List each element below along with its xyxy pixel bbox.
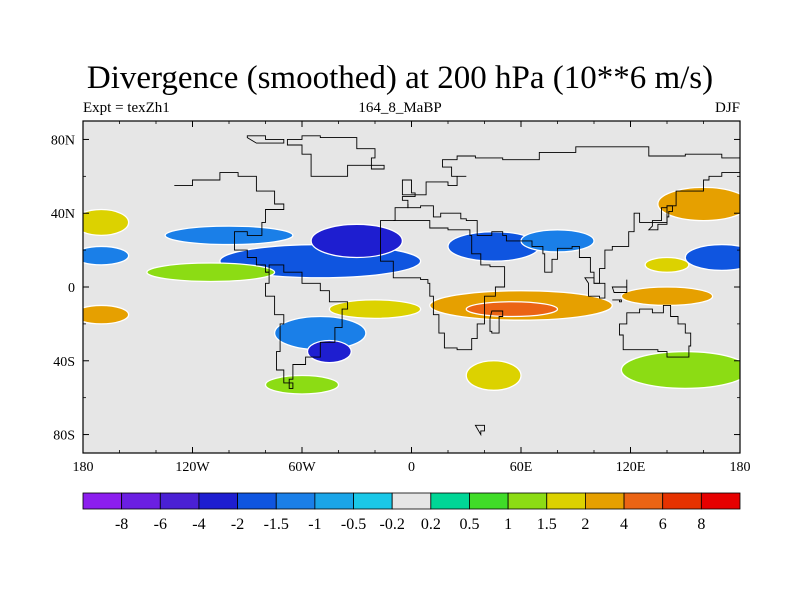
divergence-contour bbox=[657, 186, 740, 222]
colorbar: -8 -6 -4 -2 -1.5 -1 -0.5 -0.2 0.2 0.5 1 1.5 2 4 6 8 bbox=[82, 492, 741, 533]
divergence-contour bbox=[328, 299, 422, 320]
colorbar-label: -2 bbox=[231, 516, 244, 533]
divergence-contour bbox=[620, 350, 740, 390]
colorbar-box bbox=[121, 492, 161, 510]
y-tick-label: 0 bbox=[68, 281, 75, 296]
x-tick-label: 60W bbox=[288, 460, 316, 475]
coastline bbox=[474, 424, 485, 437]
y-tick-label: 40S bbox=[53, 355, 75, 370]
colorbar-box bbox=[159, 492, 200, 510]
colorbar-label: -1 bbox=[308, 516, 321, 533]
x-tick-label: 180 bbox=[73, 460, 94, 475]
colorbar-label: 8 bbox=[697, 516, 705, 533]
colorbar-box bbox=[353, 492, 393, 510]
divergence-contour bbox=[146, 262, 276, 283]
divergence-contour bbox=[83, 304, 130, 325]
colorbar-label: 0.2 bbox=[421, 516, 441, 533]
colorbar-label: 1.5 bbox=[537, 516, 557, 533]
divergence-contour bbox=[83, 245, 130, 266]
colorbar-label: -8 bbox=[115, 516, 128, 533]
colorbar-box bbox=[82, 492, 123, 510]
divergence-contour bbox=[644, 256, 690, 273]
season-label: DJF bbox=[714, 100, 740, 116]
colorbar-label: 1 bbox=[504, 516, 512, 533]
divergence-contour bbox=[264, 374, 340, 395]
colorbar-box bbox=[546, 492, 586, 510]
coastline bbox=[611, 279, 628, 293]
divergence-contour bbox=[684, 243, 740, 272]
coastline bbox=[174, 172, 285, 273]
colorbar-label: -1.5 bbox=[264, 516, 289, 533]
coastline bbox=[584, 277, 606, 299]
colorbar-box bbox=[391, 492, 432, 510]
colorbar-box bbox=[662, 492, 702, 510]
coastline bbox=[647, 205, 673, 231]
divergence-contour bbox=[620, 286, 714, 307]
colorbar-box bbox=[237, 492, 277, 510]
colorbar-box bbox=[275, 492, 316, 510]
period-label: 164_8_MaBP bbox=[358, 100, 442, 116]
colorbar-box bbox=[198, 492, 238, 510]
divergence-contour bbox=[83, 208, 130, 237]
coastline bbox=[246, 135, 285, 144]
x-tick-label: 180 bbox=[730, 460, 751, 475]
axes: 180 120W 60W 0 60E 120E 180 80N 40N 0 40S 80S bbox=[51, 121, 751, 475]
colorbar-label: 2 bbox=[581, 516, 589, 533]
coastline bbox=[612, 299, 622, 303]
colorbar-label: 4 bbox=[620, 516, 628, 533]
coastline bbox=[489, 310, 504, 334]
divergence-contour bbox=[164, 225, 294, 246]
colorbar-label: 6 bbox=[659, 516, 667, 533]
x-tick-label: 60E bbox=[510, 460, 533, 475]
coastline bbox=[401, 179, 416, 196]
colorbar-label: -0.2 bbox=[380, 516, 405, 533]
y-tick-label: 80S bbox=[53, 429, 75, 444]
experiment-label: Expt = texZh1 bbox=[83, 100, 170, 116]
colorbar-box bbox=[314, 492, 354, 510]
map-background bbox=[83, 121, 740, 453]
coastline bbox=[286, 135, 376, 177]
divergence-contour bbox=[465, 360, 522, 391]
colorbar-label: -0.5 bbox=[341, 516, 366, 533]
y-tick-label: 40N bbox=[51, 207, 75, 222]
divergence-contour bbox=[310, 223, 404, 259]
x-tick-label: 120W bbox=[175, 460, 210, 475]
divergence-contour bbox=[306, 339, 352, 364]
coastline bbox=[265, 264, 349, 389]
coastline bbox=[619, 304, 692, 358]
colorbar-box bbox=[430, 492, 470, 510]
colorbar-box bbox=[507, 492, 548, 510]
coastline bbox=[380, 220, 506, 351]
y-tick-label: 80N bbox=[51, 133, 75, 148]
coastline-layer bbox=[174, 135, 740, 437]
colorbar-label: -6 bbox=[154, 516, 167, 533]
colorbar-box bbox=[469, 492, 509, 510]
colorbar-label: 0.5 bbox=[459, 516, 479, 533]
colorbar-box bbox=[585, 492, 625, 510]
x-tick-label: 0 bbox=[408, 460, 415, 475]
plot-title: Divergence (smoothed) at 200 hPa (10**6 … bbox=[86, 60, 714, 96]
coastline bbox=[370, 164, 385, 170]
colorbar-box bbox=[700, 492, 741, 510]
map-layer bbox=[83, 121, 740, 453]
divergence-contour bbox=[465, 301, 559, 318]
coastline bbox=[393, 146, 740, 222]
colorbar-label: -4 bbox=[192, 516, 205, 533]
x-tick-label: 120E bbox=[616, 460, 646, 475]
colorbar-box bbox=[623, 492, 664, 510]
